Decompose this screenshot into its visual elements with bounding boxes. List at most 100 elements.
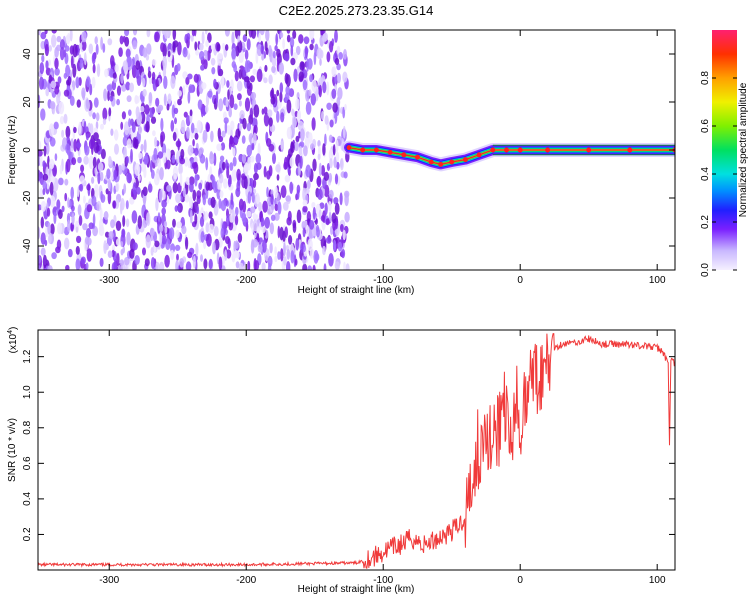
noise-blob [343, 171, 348, 179]
noise-blob [326, 81, 330, 96]
noise-blob [272, 50, 276, 59]
noise-blob [274, 212, 280, 221]
noise-blob [134, 163, 141, 176]
noise-blob [212, 241, 216, 255]
noise-blob [261, 226, 266, 233]
noise-blob [316, 227, 320, 238]
noise-blob [276, 89, 280, 97]
colorbar-tick-label: 0.8 [700, 71, 711, 85]
noise-blob [119, 35, 124, 45]
noise-blob [323, 171, 330, 181]
noise-blob [85, 133, 89, 141]
noise-blob [89, 83, 93, 96]
noise-blob [292, 222, 297, 233]
noise-blob [175, 193, 181, 204]
noise-blob [146, 212, 151, 227]
noise-blob [319, 202, 325, 209]
noise-blob [231, 49, 237, 60]
noise-blob [187, 73, 193, 80]
noise-blob [300, 128, 305, 142]
noise-blob [296, 110, 301, 124]
noise-blob [99, 257, 104, 267]
noise-blob [57, 76, 62, 84]
noise-blob [159, 167, 164, 181]
y-tick-label: -20 [22, 190, 33, 205]
noise-blob [38, 140, 42, 152]
noise-blob [252, 213, 257, 221]
noise-blob [180, 119, 186, 134]
snr-frame [37, 329, 676, 571]
noise-blob [58, 177, 64, 186]
noise-blob [138, 125, 143, 135]
noise-blob [53, 121, 59, 130]
noise-blob [165, 30, 172, 37]
noise-blob [74, 220, 80, 233]
x-tick-label: -300 [99, 275, 119, 286]
noise-blob [324, 133, 327, 147]
noise-blob [238, 69, 242, 80]
noise-blob [286, 30, 291, 34]
noise-blob [121, 163, 125, 171]
noise-blob [241, 212, 247, 223]
noise-blob [69, 95, 75, 106]
noise-blob [224, 30, 230, 37]
noise-blob [277, 225, 281, 239]
noise-blob [283, 161, 288, 170]
noise-blob [167, 93, 172, 104]
noise-blob [109, 95, 114, 102]
noise-blob [268, 74, 273, 85]
noise-blob [339, 192, 343, 206]
noise-blob [246, 122, 252, 132]
noise-blob [187, 160, 191, 169]
noise-blob [145, 234, 151, 249]
noise-blob [235, 261, 240, 269]
snr-xlabel: Height of straight line (km) [298, 584, 415, 595]
x-tick-label: -100 [373, 275, 393, 286]
noise-blob [150, 116, 157, 124]
track-point [586, 147, 592, 153]
noise-blob [271, 87, 275, 99]
noise-blob [108, 107, 112, 117]
noise-blob [162, 55, 168, 69]
noise-blob [246, 210, 252, 218]
noise-blob [154, 240, 160, 248]
noise-blob [121, 83, 127, 92]
noise-blob [261, 108, 265, 115]
noise-blob [161, 143, 167, 156]
noise-blob [238, 122, 242, 132]
noise-blob [311, 79, 317, 93]
noise-blob [206, 233, 212, 247]
noise-blob [325, 236, 332, 244]
noise-blob [319, 58, 322, 66]
noise-blob [269, 242, 273, 254]
snr-scale-label: (x104) [7, 327, 19, 354]
noise-blob [65, 264, 70, 270]
noise-blob [324, 202, 328, 215]
noise-blob [205, 157, 209, 171]
noise-blob [252, 219, 258, 232]
x-tick-label: 100 [649, 575, 666, 586]
noise-blob [70, 222, 74, 232]
noise-blob [233, 137, 239, 144]
noise-blob [323, 263, 327, 270]
noise-blob [122, 60, 128, 72]
noise-blob [154, 31, 160, 43]
noise-blob [328, 172, 333, 183]
noise-blob [280, 248, 284, 262]
noise-blob [106, 168, 111, 180]
noise-blob [49, 101, 56, 110]
noise-blob [185, 261, 192, 270]
noise-blob [125, 200, 129, 210]
noise-blob [125, 218, 130, 228]
noise-blob [342, 125, 346, 139]
noise-blob [126, 172, 132, 184]
noise-blob [264, 216, 271, 229]
noise-blob [59, 164, 63, 175]
noise-blob [172, 218, 176, 228]
noise-blob [305, 101, 312, 115]
noise-blob [208, 211, 213, 219]
noise-blob [340, 224, 344, 232]
noise-blob [194, 213, 198, 225]
noise-blob [334, 261, 340, 270]
noise-blob [322, 245, 326, 256]
